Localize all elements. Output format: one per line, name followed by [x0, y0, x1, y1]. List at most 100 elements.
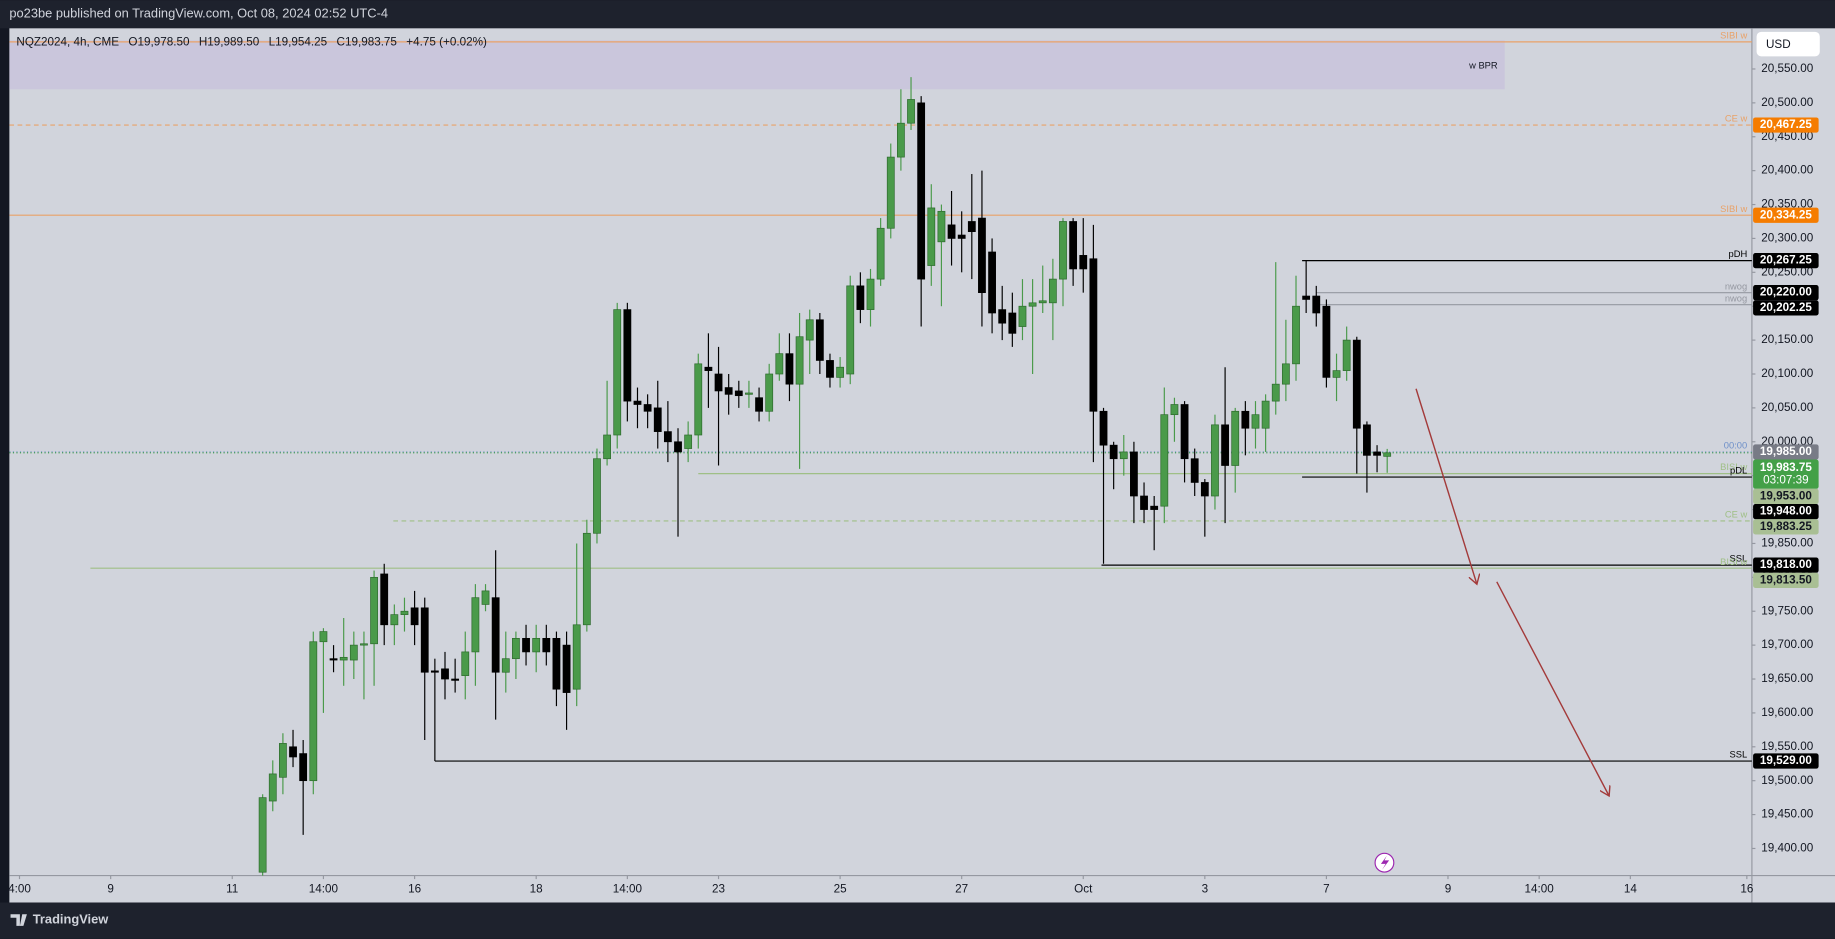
ohlc-change: +4.75 (+0.02%): [406, 35, 487, 48]
price-label-box: [1753, 488, 1819, 505]
candle-body: [481, 590, 490, 605]
level-label: SIBI w: [1720, 204, 1747, 214]
x-tick-label: Oct: [1074, 883, 1093, 896]
candle-body: [1322, 305, 1331, 378]
y-tick-label: 19,700.00: [1761, 638, 1813, 651]
candle-body: [370, 576, 378, 645]
candle-body: [461, 651, 470, 676]
candle-body: [279, 743, 287, 778]
candle-body: [1302, 295, 1311, 300]
candle-body: [643, 404, 652, 412]
candle-body: [380, 573, 389, 626]
level-label: nwog: [1725, 281, 1747, 291]
candle-body: [572, 624, 581, 690]
price-axis: 19,400.00 19,450.00 19,500.00 19,550.00 19,6…: [1751, 62, 1819, 855]
candle-body: [339, 656, 348, 661]
candle-body: [522, 637, 530, 653]
candle-body: [441, 668, 449, 680]
candle-body: [937, 210, 946, 243]
price-label-box: [1753, 444, 1819, 460]
candle-body: [907, 99, 915, 124]
candle-body: [258, 797, 267, 873]
x-tick-label: 14:00: [309, 883, 339, 896]
candle-body: [704, 366, 713, 371]
x-tick-label: 11: [226, 883, 238, 896]
candle-body: [765, 373, 774, 412]
price-label: 19,985.00: [1760, 445, 1812, 458]
y-tick-label: 20,150.00: [1761, 333, 1813, 346]
candle-body: [957, 234, 966, 239]
candle-body: [1150, 505, 1159, 510]
y-tick-label: 20,400.00: [1761, 164, 1813, 177]
candle-body: [745, 392, 753, 395]
x-tick-label: 9: [1445, 883, 1452, 896]
candle-body: [309, 641, 318, 782]
candle-body: [1059, 221, 1067, 280]
ohlc-open: O19,978.50: [128, 35, 190, 48]
y-tick-label: 19,600.00: [1761, 706, 1813, 719]
candle-body: [1211, 424, 1219, 497]
candle-body: [1170, 404, 1179, 416]
brand-name: TradingView: [33, 911, 110, 926]
candle-body: [947, 224, 956, 239]
price-label: 19,529.00: [1760, 754, 1812, 767]
candle-body: [1018, 305, 1027, 327]
candle-body: [1140, 495, 1148, 510]
price-label-box: [1753, 285, 1819, 301]
candle-body: [694, 363, 703, 436]
candle-body: [856, 285, 865, 310]
candle-body: [410, 607, 419, 626]
candle-body: [633, 400, 642, 405]
candle-body: [815, 319, 824, 361]
candle-body: [1008, 312, 1017, 334]
candle-body: [1180, 404, 1189, 460]
candle-body: [1241, 410, 1250, 429]
x-tick-label: 14: [1624, 883, 1638, 896]
x-tick-label: 14:00: [613, 883, 643, 896]
candle-body: [917, 102, 926, 280]
candle-body: [1048, 278, 1057, 304]
x-tick-label: 16: [1740, 883, 1753, 896]
candle-body: [988, 251, 996, 314]
top-bar: [0, 0, 1835, 29]
published-text: po23be published on TradingView.com, Oct…: [9, 6, 388, 21]
candle-body: [360, 643, 368, 646]
candle-body: [1231, 410, 1240, 466]
candle-body: [653, 407, 662, 432]
price-label-box: [1753, 253, 1819, 269]
candle-body: [1038, 300, 1047, 304]
chart-header: NQZ2024, 4h, CME O19,978.50 H19,989.50 L19,…: [16, 35, 487, 48]
candle-body: [430, 670, 439, 673]
x-tick-label: 27: [955, 883, 968, 896]
level-label: BISI w: [1720, 557, 1747, 567]
candle-body: [1130, 451, 1138, 497]
candle-body: [1028, 302, 1037, 307]
candle-body: [420, 607, 429, 673]
y-tick-label: 19,650.00: [1761, 672, 1813, 685]
countdown: 03:07:39: [1763, 474, 1809, 487]
arrow: [1415, 388, 1477, 584]
level-label: pDL: [1730, 466, 1747, 476]
price-label: 19,948.00: [1760, 505, 1812, 518]
candle-body: [613, 309, 622, 436]
candle-body: [512, 637, 520, 660]
price-label: 19,883.25: [1760, 520, 1812, 533]
candle-body: [593, 458, 601, 534]
candle-body: [1109, 444, 1118, 460]
candle-body: [897, 122, 905, 158]
currency-box[interactable]: [1756, 31, 1820, 57]
candle-body: [1352, 339, 1361, 429]
price-label: 19,813.50: [1760, 573, 1812, 586]
candle-body: [349, 644, 358, 661]
price-label: 20,467.25: [1760, 118, 1812, 131]
candle-body: [1069, 221, 1078, 270]
candle-body: [562, 644, 571, 693]
candle-body: [978, 217, 986, 294]
last-price-label: 19,983.75: [1760, 461, 1812, 474]
arrow: [1496, 581, 1609, 796]
candle-body: [1089, 258, 1098, 412]
y-tick-label: 19,750.00: [1761, 604, 1813, 617]
candle-body: [1292, 305, 1300, 365]
symbol: NQZ2024, 4h, CME: [16, 35, 119, 48]
